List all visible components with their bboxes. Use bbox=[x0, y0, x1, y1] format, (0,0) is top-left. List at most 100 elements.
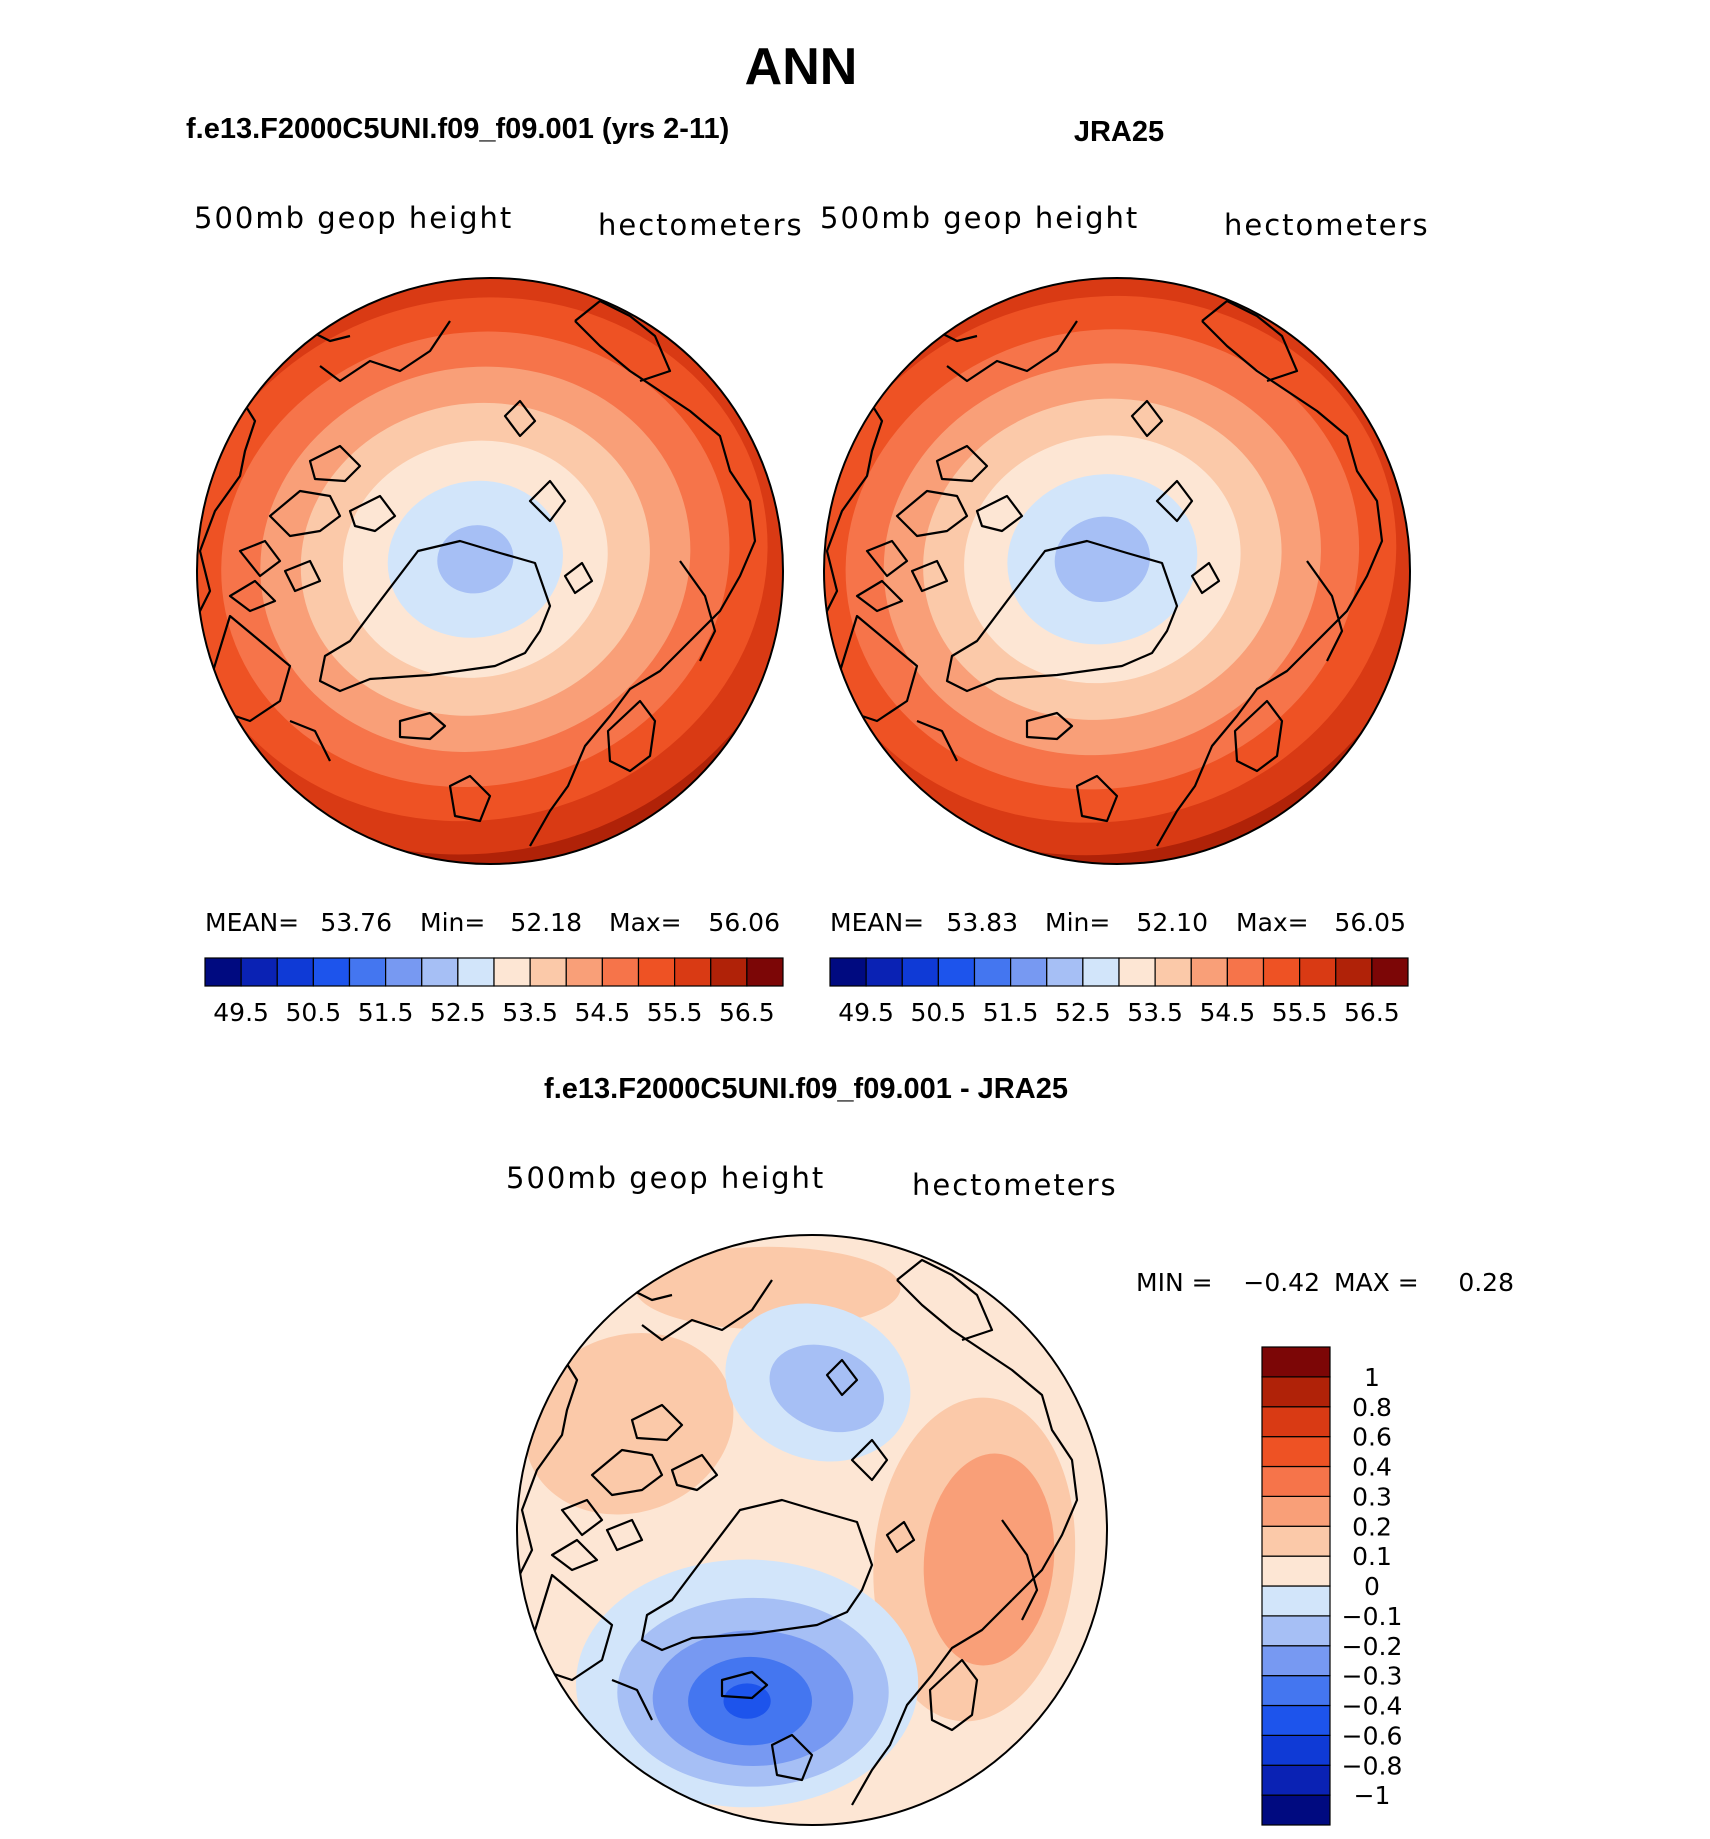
panel-diff-title: f.e13.F2000C5UNI.f09_f09.001 - JRA25 bbox=[544, 1073, 1068, 1105]
colorbar-obs-box-7 bbox=[1082, 957, 1120, 987]
colorbar-model-box-12 bbox=[637, 957, 676, 987]
colorbar-diff-box-12 bbox=[1261, 1436, 1331, 1468]
colorbar-diff-tick-label: −0.3 bbox=[1342, 1662, 1403, 1691]
colorbar-model-box-8 bbox=[493, 957, 531, 987]
colorbar-obs-box-15 bbox=[1371, 957, 1409, 987]
colorbar-model-box-6 bbox=[421, 957, 459, 987]
colorbar-diff-tick-label: 0.6 bbox=[1352, 1423, 1392, 1452]
colorbar-model-box-14 bbox=[710, 957, 748, 987]
colorbar-obs-tick-label: 56.5 bbox=[1344, 998, 1400, 1027]
colorbar-model-tick-label: 52.5 bbox=[430, 998, 486, 1027]
panel-obs-left-label: 500mb geop height bbox=[820, 201, 1139, 235]
colorbar-obs-tick-label: 51.5 bbox=[983, 998, 1039, 1027]
panel-obs: JRA25 500mb geop height hectometers MEAN… bbox=[820, 116, 1430, 1027]
panel-obs-units-label: hectometers bbox=[1224, 208, 1430, 242]
colorbar-diff-tick-label: 0.8 bbox=[1352, 1393, 1392, 1422]
panel-model-units-label: hectometers bbox=[598, 208, 804, 242]
colorbar-diff-tick-label: −0.8 bbox=[1342, 1751, 1403, 1780]
colorbar-model-box-5 bbox=[385, 957, 423, 987]
panel-obs-map-border bbox=[823, 277, 1411, 865]
colorbar-diff-tick-label: 0.4 bbox=[1352, 1453, 1392, 1482]
panel-diff-min-label: MIN = bbox=[1136, 1268, 1213, 1297]
panel-model-max-value: 56.06 bbox=[708, 908, 780, 937]
panel-model-min-value: 52.18 bbox=[510, 908, 582, 937]
colorbar-obs-box-8 bbox=[1118, 957, 1156, 987]
panel-diff-max-label: MAX = bbox=[1334, 1268, 1419, 1297]
colorbar-diff-box-11 bbox=[1261, 1465, 1331, 1497]
panel-model-left-label: 500mb geop height bbox=[194, 201, 513, 235]
panel-diff-colorbar: 10.80.60.40.30.20.10−0.1−0.2−0.3−0.4−0.6… bbox=[1261, 1346, 1403, 1826]
panel-obs-mean-value: 53.83 bbox=[946, 908, 1018, 937]
panel-obs-max-label: Max= bbox=[1236, 908, 1309, 937]
panel-model-colorbar: 49.5 50.5 51.5 52.5 53.5 54.5 55.5 56.5 bbox=[204, 957, 784, 1027]
colorbar-diff-tick-label: −0.1 bbox=[1342, 1602, 1403, 1631]
colorbar-obs-box-6 bbox=[1046, 957, 1084, 987]
colorbar-obs-tick-label: 50.5 bbox=[911, 998, 967, 1027]
panel-model-max-label: Max= bbox=[609, 908, 682, 937]
panel-obs-min-value: 52.10 bbox=[1136, 908, 1208, 937]
panel-model-mean-label: MEAN= bbox=[205, 908, 299, 937]
colorbar-diff-box-13 bbox=[1261, 1406, 1331, 1438]
colorbar-obs-tick-label: 49.5 bbox=[838, 998, 894, 1027]
colorbar-model-box-1 bbox=[240, 957, 278, 987]
colorbar-obs-box-14 bbox=[1335, 957, 1373, 987]
colorbar-model-box-0 bbox=[204, 957, 242, 987]
colorbar-diff-box-4 bbox=[1261, 1675, 1331, 1707]
colorbar-diff-tick-label: 0 bbox=[1364, 1572, 1380, 1601]
panel-obs-min-label: Min= bbox=[1045, 908, 1110, 937]
figure-title: ANN bbox=[745, 38, 858, 96]
colorbar-obs-box-9 bbox=[1154, 957, 1192, 987]
colorbar-model-tick-label: 56.5 bbox=[719, 998, 775, 1027]
colorbar-diff-box-10 bbox=[1261, 1495, 1331, 1527]
colorbar-diff-box-14 bbox=[1261, 1376, 1331, 1408]
colorbar-model-tick-label: 49.5 bbox=[213, 998, 269, 1027]
colorbar-model-box-2 bbox=[276, 957, 314, 987]
panel-diff-left-label: 500mb geop height bbox=[506, 1161, 825, 1195]
colorbar-model-box-7 bbox=[457, 957, 495, 987]
colorbar-obs-tick-label: 53.5 bbox=[1127, 998, 1183, 1027]
colorbar-obs-box-11 bbox=[1226, 957, 1265, 987]
colorbar-diff-box-3 bbox=[1261, 1704, 1331, 1736]
panel-obs-title: JRA25 bbox=[1074, 116, 1164, 148]
colorbar-model-box-9 bbox=[529, 957, 567, 987]
colorbar-model-box-4 bbox=[348, 957, 387, 987]
panel-obs-colorbar: 49.5 50.5 51.5 52.5 53.5 54.5 55.5 56.5 bbox=[829, 957, 1409, 1027]
colorbar-model-tick-label: 51.5 bbox=[358, 998, 414, 1027]
panel-diff-max-value: 0.28 bbox=[1458, 1268, 1514, 1297]
panel-diff-units-label: hectometers bbox=[912, 1168, 1118, 1202]
panel-obs-mean-label: MEAN= bbox=[830, 908, 924, 937]
panel-model: f.e13.F2000C5UNI.f09_f09.001 (yrs 2-11) … bbox=[186, 113, 804, 1027]
diff-blob-pos-east-core bbox=[923, 1453, 1055, 1666]
panel-obs-band-52.5 bbox=[1054, 516, 1151, 602]
colorbar-diff-tick-label: 0.3 bbox=[1352, 1482, 1392, 1511]
panel-model-map-border bbox=[196, 277, 784, 865]
colorbar-diff-box-15 bbox=[1261, 1346, 1331, 1378]
colorbar-diff-box-2 bbox=[1261, 1734, 1331, 1766]
panel-diff-contour-field bbox=[517, 1235, 1107, 1825]
colorbar-diff-tick-label: 1 bbox=[1364, 1363, 1380, 1392]
colorbar-diff-box-7 bbox=[1261, 1585, 1331, 1617]
colorbar-diff-tick-label: −0.2 bbox=[1342, 1632, 1403, 1661]
colorbar-diff-tick-label: 0.1 bbox=[1352, 1542, 1392, 1571]
colorbar-obs-box-12 bbox=[1262, 957, 1301, 987]
colorbar-obs-box-13 bbox=[1299, 957, 1337, 987]
panel-model-title: f.e13.F2000C5UNI.f09_f09.001 (yrs 2-11) bbox=[186, 113, 729, 145]
colorbar-diff-tick-label: 0.2 bbox=[1352, 1512, 1392, 1541]
colorbar-model-tick-label: 55.5 bbox=[647, 998, 703, 1027]
colorbar-diff-box-5 bbox=[1261, 1645, 1331, 1677]
colorbar-model-box-10 bbox=[565, 957, 603, 987]
panel-obs-max-value: 56.05 bbox=[1334, 908, 1406, 937]
colorbar-model-tick-label: 54.5 bbox=[575, 998, 631, 1027]
colorbar-obs-tick-label: 54.5 bbox=[1200, 998, 1256, 1027]
colorbar-obs-box-5 bbox=[1010, 957, 1048, 987]
diff-blob-neg-north-core bbox=[769, 1344, 884, 1433]
colorbar-model-box-3 bbox=[312, 957, 351, 987]
panel-diff-min-value: −0.42 bbox=[1243, 1268, 1320, 1297]
colorbar-diff-box-9 bbox=[1261, 1525, 1331, 1557]
colorbar-diff-tick-label: −0.6 bbox=[1342, 1721, 1403, 1750]
colorbar-diff-tick-label: −0.4 bbox=[1342, 1692, 1403, 1721]
panel-model-mean-value: 53.76 bbox=[320, 908, 392, 937]
panel-diff-map-border bbox=[516, 1234, 1108, 1826]
panel-diff: f.e13.F2000C5UNI.f09_f09.001 - JRA25 500… bbox=[506, 1073, 1514, 1826]
colorbar-diff-box-0 bbox=[1261, 1794, 1331, 1826]
